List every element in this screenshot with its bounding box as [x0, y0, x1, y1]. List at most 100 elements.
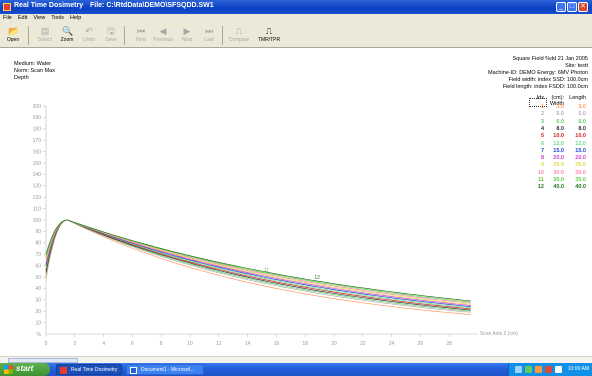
start-button[interactable]: start [0, 363, 50, 376]
word-doc-icon [130, 367, 137, 374]
window-file-path: File: C:\RtdData\DEMO\SFSQDD.SW1 [90, 2, 214, 9]
legend-row[interactable]: 6 12.0 12.0 [526, 141, 588, 149]
taskbar: start Real Time Dosimetry Document1 - Mi… [0, 363, 592, 376]
save-button[interactable]: 🖫 Save [100, 25, 122, 46]
clock: 10:00 AM [567, 366, 589, 372]
plot-area: Medium: Water Norm: Scan Max Depth Squar… [0, 48, 592, 356]
previous-button[interactable]: ◀ Previous [152, 25, 174, 46]
legend-length: 10.0 [575, 133, 586, 140]
pdd-curve-11[interactable] [45, 219, 471, 303]
x-axis-label: Scan Axis Z (cm) [480, 331, 518, 337]
legend-length: 15.0 [575, 147, 586, 154]
legend-row[interactable]: 3 6.0 6.0 [526, 119, 588, 127]
legend-length: 8.0 [578, 125, 586, 132]
menu-tools[interactable]: Tools [51, 15, 65, 21]
undo-icon: ↶ [85, 26, 93, 36]
task-label: Real Time Dosimetry [71, 367, 118, 373]
undo-button[interactable]: ↶ Undo [78, 25, 100, 46]
pdd-curve-5[interactable] [45, 219, 471, 310]
y-axis-label: % [37, 332, 42, 338]
legend-length: 40.0 [575, 184, 586, 191]
toolbar-separator [222, 26, 223, 45]
legend-row[interactable]: 5 10.0 10.0 [526, 133, 588, 141]
select-label: Select [38, 37, 52, 43]
legend-width: 35.0 [553, 177, 564, 183]
x-tick-label: 2 [73, 341, 76, 347]
title-bar: Real Time Dosimetry File: C:\RtdData\DEM… [0, 0, 592, 14]
network-icon[interactable] [515, 366, 522, 373]
system-tray: 10:00 AM [508, 363, 592, 376]
pdd-curve-10[interactable] [45, 219, 471, 304]
y-tick-label: 100 [33, 218, 42, 224]
legend-selection-box [529, 98, 547, 107]
y-tick-label: 80 [35, 241, 41, 247]
undo-label: Undo [83, 37, 95, 43]
legend-length: 25.0 [575, 162, 586, 169]
maximize-button[interactable]: □ [567, 2, 577, 12]
compare-icon: ⎍ [235, 26, 243, 36]
legend-length: 6.0 [578, 118, 586, 125]
open-label: Open [6, 37, 20, 43]
y-tick-label: 10 [35, 320, 41, 326]
tmrtpr-button[interactable]: ⎍ TMR/TPR [254, 25, 284, 46]
select-icon: ▤ [40, 26, 50, 36]
legend-idx: 5 [540, 133, 544, 140]
legend-width: 30.0 [553, 169, 564, 176]
task-document1[interactable]: Document1 - Microsof... [126, 364, 204, 375]
legend-idx: 10 [537, 169, 544, 176]
update-icon[interactable] [535, 366, 542, 373]
select-button[interactable]: ▤ Select [34, 25, 56, 46]
legend-row[interactable]: 7 15.0 15.0 [526, 148, 588, 156]
menu-help[interactable]: Help [70, 15, 82, 21]
legend-idx: 2 [540, 111, 544, 118]
first-button[interactable]: ⏮ First [130, 25, 152, 46]
legend-length: 30.0 [575, 169, 586, 176]
menu-file[interactable]: File [3, 15, 12, 21]
legend-row[interactable]: 9 25.0 25.0 [526, 162, 588, 170]
legend-width: 8.0 [556, 125, 564, 132]
depth-label: Depth [14, 75, 29, 81]
horizontal-scrollbar[interactable] [0, 356, 592, 363]
menu-edit[interactable]: Edit [17, 15, 28, 21]
y-tick-label: 30 [35, 298, 41, 304]
task-label: Document1 - Microsof... [141, 367, 195, 373]
field-width-ssd: Field width: index SSD: 100.0cm [508, 77, 588, 83]
next-button[interactable]: ▶ Next [176, 25, 198, 46]
legend-idx: 12 [537, 184, 544, 191]
y-tick-label: 90 [35, 229, 41, 235]
y-tick-label: 60 [35, 263, 41, 269]
y-tick-label: 180 [33, 127, 42, 133]
norm-label: Norm: Scan Max [14, 68, 55, 74]
y-tick-label: 50 [35, 275, 41, 281]
alert-icon[interactable] [545, 366, 552, 373]
x-tick-label: 28 [446, 341, 452, 347]
pdd-curve-8[interactable] [45, 219, 471, 306]
compare-button[interactable]: ⎍ Compare [228, 25, 250, 46]
previous-icon: ◀ [159, 26, 167, 36]
legend-idx: 7 [540, 147, 544, 154]
scrollbar-thumb[interactable] [8, 358, 78, 363]
legend-row[interactable]: 2 5.0 5.0 [526, 111, 588, 119]
pdd-curve-9[interactable] [45, 219, 471, 305]
pdd-chart[interactable]: 1020304050607080901001101201301401501601… [0, 48, 592, 356]
legend-row[interactable]: 12 40.0 40.0 [526, 184, 588, 192]
legend-row[interactable]: 4 8.0 8.0 [526, 126, 588, 134]
legend-row[interactable]: 11 35.0 35.0 [526, 177, 588, 185]
zoom-button[interactable]: 🔍 Zoom [56, 25, 78, 46]
minimize-button[interactable]: _ [556, 2, 566, 12]
legend-row[interactable]: 10 30.0 30.0 [526, 170, 588, 178]
last-button[interactable]: ⏭ Last [198, 25, 220, 46]
task-real-time-dosimetry[interactable]: Real Time Dosimetry [56, 364, 122, 375]
menu-view[interactable]: View [33, 15, 46, 21]
compare-label: Compare [228, 37, 250, 43]
legend-row[interactable]: 8 20.0 20.0 [526, 155, 588, 163]
volume-icon[interactable] [555, 366, 562, 373]
legend-row[interactable]: 1 3.0 3.0 [526, 104, 588, 112]
legend-length: 5.0 [578, 111, 586, 118]
close-button[interactable]: ✕ [578, 2, 588, 12]
menu-bar: File Edit View Tools Help [0, 14, 592, 23]
security-icon[interactable] [525, 366, 532, 373]
y-tick-label: 20 [35, 309, 41, 315]
pdd-curve-12[interactable] [45, 219, 471, 302]
open-button[interactable]: 📂 Open [2, 25, 24, 46]
